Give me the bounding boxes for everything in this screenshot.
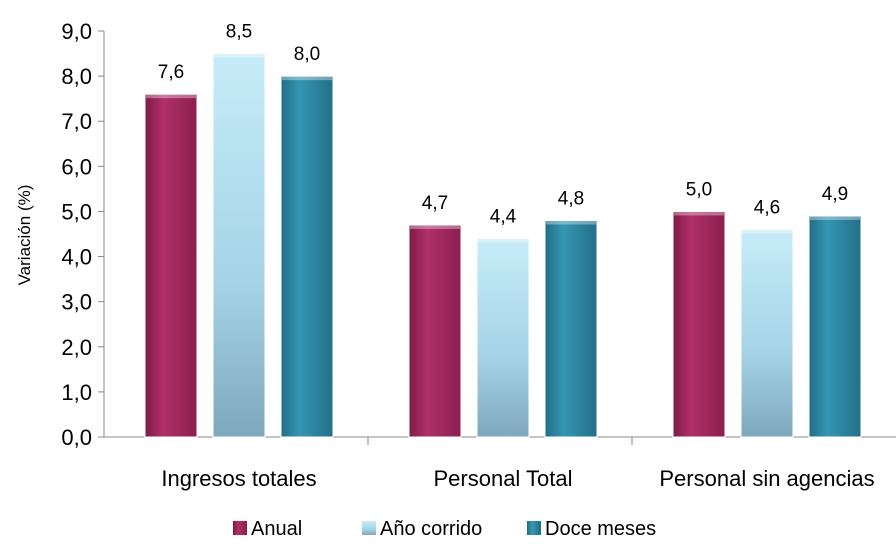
data-label: 8,5 [226,22,252,43]
bar-a-o-corrido-0 [212,53,266,438]
data-label: 4,4 [490,207,517,228]
bar-highlight [742,229,792,234]
x-axis [104,436,896,445]
bar-doce-meses-2 [808,215,862,438]
bar-highlight [410,224,460,229]
legend-swatch [233,521,247,535]
data-label: 8,0 [294,44,320,65]
bar-doce-meses-1 [544,219,598,438]
data-label: 4,9 [822,184,848,205]
data-label-group: 7,6 8,5 8,0 4,7 4,4 4,8 5,0 4,6 4,9 [158,22,848,228]
category-label: Personal Total [433,466,572,491]
bar-highlight [546,220,596,225]
y-tick-label: 6,0 [61,154,92,179]
y-tick-label: 5,0 [61,199,92,224]
y-tick-label: 2,0 [61,335,92,360]
category-label-group: Ingresos totales Personal Total Personal s… [161,466,874,491]
legend-swatch [527,521,541,535]
data-label: 4,8 [558,188,584,209]
category-label: Personal sin agencias [659,466,874,491]
bar-highlight [146,94,196,99]
data-label: 4,6 [754,197,780,218]
legend-swatch [362,521,376,535]
y-tick-label: 4,0 [61,245,92,270]
legend-label: Año corrido [380,518,482,540]
y-tick-label: 1,0 [61,380,92,405]
legend-label: Anual [251,518,302,540]
legend-label: Doce meses [545,518,656,540]
data-label: 7,6 [158,62,184,83]
bar-highlight [478,238,528,243]
y-axis-title: Variación (%) [15,185,34,286]
category-label: Ingresos totales [161,466,316,491]
y-tick-label: 0,0 [61,425,92,450]
legend: Anual Año corrido Doce meses [233,518,656,540]
y-tick-label: 3,0 [61,290,92,315]
y-tick-label: 8,0 [61,64,92,89]
bar-anual-1 [408,224,462,438]
data-label: 4,7 [422,193,448,214]
y-tick-group: 0,0 1,0 2,0 3,0 4,0 5,0 6,0 7,0 8,0 9,0 [61,19,104,450]
bar-anual-2 [672,210,726,438]
bar-highlight [214,53,264,58]
data-label: 5,0 [686,179,712,200]
bar-highlight [674,211,724,216]
bar-a-o-corrido-2 [740,228,794,438]
y-tick-label: 9,0 [61,19,92,44]
bar-highlight [810,215,860,220]
bar-doce-meses-0 [280,75,334,438]
y-tick-label: 7,0 [61,109,92,134]
bar-group [144,53,862,438]
bar-a-o-corrido-1 [476,238,530,438]
bar-anual-0 [144,93,198,438]
bar-highlight [282,76,332,81]
